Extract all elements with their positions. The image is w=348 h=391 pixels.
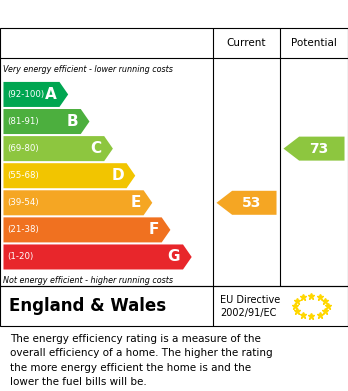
Text: (39-54): (39-54) [8, 198, 39, 207]
Text: The energy efficiency rating is a measure of the
overall efficiency of a home. T: The energy efficiency rating is a measur… [10, 334, 273, 387]
Polygon shape [3, 217, 171, 242]
Text: (92-100): (92-100) [8, 90, 45, 99]
Text: Potential: Potential [291, 38, 337, 48]
Polygon shape [3, 244, 192, 269]
Text: C: C [90, 141, 101, 156]
Text: (81-91): (81-91) [8, 117, 39, 126]
Polygon shape [284, 136, 345, 161]
Text: G: G [168, 249, 180, 264]
Text: F: F [149, 222, 159, 237]
Text: Current: Current [227, 38, 266, 48]
Polygon shape [3, 136, 113, 161]
Text: 73: 73 [310, 142, 329, 156]
Polygon shape [3, 163, 135, 188]
Text: 53: 53 [242, 196, 261, 210]
Text: B: B [66, 114, 78, 129]
Polygon shape [3, 109, 89, 134]
Text: Very energy efficient - lower running costs: Very energy efficient - lower running co… [3, 65, 173, 74]
Polygon shape [216, 191, 277, 215]
Text: England & Wales: England & Wales [9, 297, 166, 315]
Text: Energy Efficiency Rating: Energy Efficiency Rating [10, 7, 213, 22]
Text: (55-68): (55-68) [8, 171, 39, 180]
Text: Not energy efficient - higher running costs: Not energy efficient - higher running co… [3, 276, 174, 285]
Text: A: A [45, 87, 57, 102]
Polygon shape [3, 82, 68, 107]
Text: (1-20): (1-20) [8, 253, 34, 262]
Text: D: D [111, 168, 124, 183]
Polygon shape [3, 190, 152, 215]
Text: EU Directive: EU Directive [220, 295, 280, 305]
Text: (21-38): (21-38) [8, 225, 39, 234]
Text: 2002/91/EC: 2002/91/EC [220, 308, 276, 318]
Text: (69-80): (69-80) [8, 144, 39, 153]
Text: E: E [130, 195, 141, 210]
